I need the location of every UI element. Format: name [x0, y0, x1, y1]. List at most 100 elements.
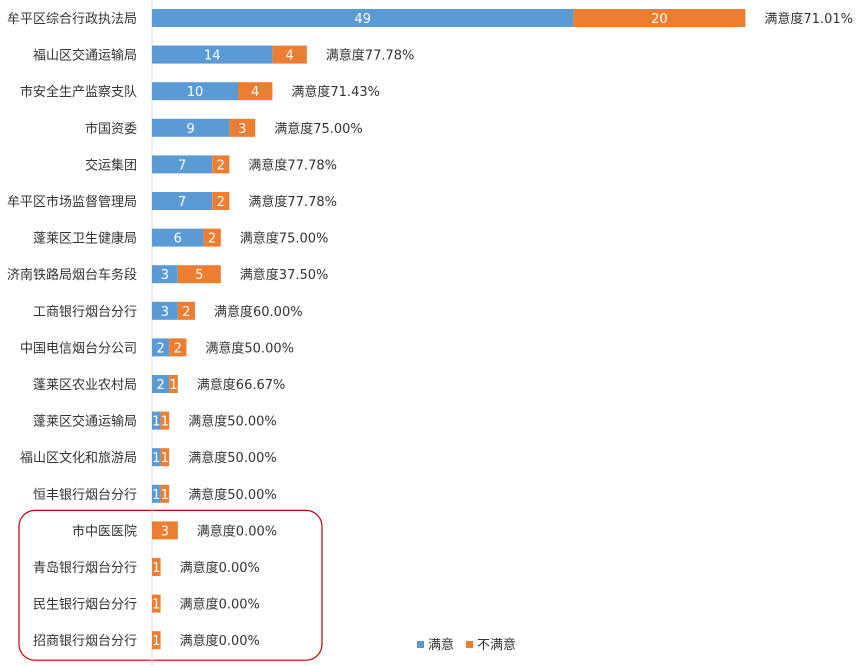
- satisfaction-rate-label: 满意度50.00%: [205, 340, 294, 356]
- bar-unsatisfied: [229, 118, 256, 137]
- bar-unsatisfied: [152, 631, 161, 650]
- satisfaction-rate-label: 满意度0.00%: [180, 560, 260, 576]
- bar-satisfied: [152, 118, 230, 137]
- category-label: 蓬莱区农业农村局: [33, 378, 137, 393]
- category-label: 招商银行烟台分行: [33, 634, 137, 649]
- bar-unsatisfied: [203, 228, 221, 247]
- legend-swatch-unsatisfied: [466, 641, 473, 648]
- bar-satisfied: [152, 82, 238, 101]
- bar-satisfied: [152, 265, 178, 284]
- bar-value-satisfied: 6: [174, 232, 182, 247]
- satisfaction-rate-label: 满意度0.00%: [180, 633, 260, 649]
- bar-value-satisfied: 1: [152, 451, 160, 466]
- legend-swatch-satisfied: [417, 641, 424, 648]
- bar-satisfied: [152, 155, 213, 174]
- bar-satisfied: [152, 448, 161, 467]
- category-label: 交运集团: [85, 157, 137, 173]
- satisfaction-rate-label: 满意度0.00%: [180, 597, 260, 613]
- category-label: 民生银行烟台分行: [33, 598, 137, 613]
- bar-unsatisfied: [152, 558, 161, 576]
- bar-satisfied: [152, 301, 178, 320]
- satisfaction-rate-label: 满意度77.78%: [248, 157, 337, 173]
- bar-value-satisfied: 1: [152, 488, 160, 503]
- bar-value-unsatisfied: 1: [152, 561, 160, 576]
- bar-value-unsatisfied: 1: [161, 415, 169, 430]
- bar-value-satisfied: 7: [178, 158, 186, 173]
- bar-satisfied: [152, 375, 170, 393]
- bar-unsatisfied: [160, 484, 170, 503]
- bar-unsatisfied: [169, 375, 178, 393]
- category-label: 济南铁路局烟台车务段: [7, 267, 137, 283]
- satisfaction-rate-label: 满意度77.78%: [326, 48, 415, 64]
- bar-value-unsatisfied: 1: [161, 451, 169, 466]
- category-label: 工商银行烟台分行: [33, 305, 137, 320]
- bar-value-unsatisfied: 4: [251, 85, 259, 100]
- bar-value-unsatisfied: 3: [161, 524, 169, 539]
- satisfaction-rate-label: 满意度37.50%: [240, 267, 329, 283]
- bar-satisfied: [152, 338, 170, 357]
- bar-value-unsatisfied: 5: [195, 268, 203, 283]
- satisfaction-rate-label: 满意度75.00%: [240, 231, 329, 247]
- bar-satisfied: [152, 228, 204, 247]
- bar-unsatisfied: [169, 338, 187, 357]
- bar-value-unsatisfied: 2: [174, 341, 182, 356]
- bar-value-satisfied: 49: [354, 12, 371, 27]
- bar-value-unsatisfied: 4: [285, 49, 293, 64]
- bar-unsatisfied: [212, 155, 230, 174]
- bar-value-unsatisfied: 2: [208, 232, 216, 247]
- bar-unsatisfied: [177, 301, 195, 320]
- highlight-layer: [18, 509, 323, 661]
- bar-value-satisfied: 3: [161, 305, 169, 320]
- category-label: 蓬莱区卫生健康局: [33, 231, 137, 247]
- satisfaction-rate-label: 满意度71.43%: [291, 84, 380, 100]
- bar-unsatisfied: [272, 45, 307, 64]
- category-label: 蓬莱区交通运输局: [33, 414, 137, 430]
- legend-label-unsatisfied: 不满意: [477, 637, 516, 653]
- satisfaction-rate-labels: 满意度71.01% 满意度77.78% 满意度71.43% 满意度75.00% 满意度7…: [180, 11, 853, 649]
- satisfaction-rate-label: 满意度50.00%: [188, 450, 277, 466]
- satisfaction-rate-label: 满意度50.00%: [188, 487, 277, 503]
- bar-unsatisfied: [177, 265, 221, 284]
- satisfaction-rate-label: 满意度60.00%: [214, 304, 303, 320]
- bar-satisfied: [152, 9, 574, 27]
- bar-unsatisfied: [212, 192, 230, 210]
- category-label: 恒丰银行烟台分行: [33, 488, 137, 503]
- bar-satisfied: [152, 192, 213, 210]
- bar-unsatisfied: [573, 9, 746, 27]
- bar-satisfied: [152, 45, 273, 64]
- category-label: 福山区文化和旅游局: [20, 451, 137, 466]
- bar-unsatisfied: [160, 448, 170, 467]
- bar-value-satisfied: 3: [161, 268, 169, 283]
- bar-satisfied: [152, 411, 161, 430]
- category-label: 牟平区市场监督管理局: [7, 194, 137, 210]
- category-label: 中国电信烟台分公司: [20, 341, 137, 356]
- satisfaction-rate-label: 满意度50.00%: [188, 414, 277, 430]
- bar-value-satisfied: 2: [156, 378, 164, 393]
- bar-value-unsatisfied: 2: [182, 305, 190, 320]
- category-labels: 牟平区综合行政执法局福山区交通运输局市安全生产监察支队市国资委交运集团牟平区市场…: [7, 12, 137, 649]
- bar-unsatisfied: [160, 411, 170, 430]
- category-label: 福山区交通运输局: [33, 48, 137, 64]
- bar-value-satisfied: 14: [204, 49, 221, 64]
- satisfaction-rate-label: 满意度66.67%: [197, 377, 286, 393]
- satisfaction-rate-label: 满意度71.01%: [764, 11, 853, 27]
- bar-value-unsatisfied: 20: [651, 12, 668, 27]
- category-label: 青岛银行烟台分行: [33, 560, 137, 576]
- bar-unsatisfied: [152, 594, 161, 613]
- category-label: 市中医医院: [72, 523, 137, 539]
- bar-value-satisfied: 1: [152, 415, 160, 430]
- bar-value-satisfied: 10: [187, 85, 204, 100]
- bar-value-unsatisfied: 1: [169, 378, 177, 393]
- legend: 满意 不满意: [417, 637, 516, 653]
- satisfaction-rate-label: 满意度0.00%: [197, 523, 277, 539]
- highlight-box: [18, 509, 323, 661]
- bar-unsatisfied: [238, 82, 273, 101]
- bar-value-unsatisfied: 2: [217, 158, 225, 173]
- bar-value-unsatisfied: 3: [238, 122, 246, 137]
- bar-value-satisfied: 9: [187, 122, 195, 137]
- bar-value-satisfied: 2: [156, 341, 164, 356]
- bar-value-unsatisfied: 1: [152, 598, 160, 613]
- bar-satisfied: [152, 484, 161, 503]
